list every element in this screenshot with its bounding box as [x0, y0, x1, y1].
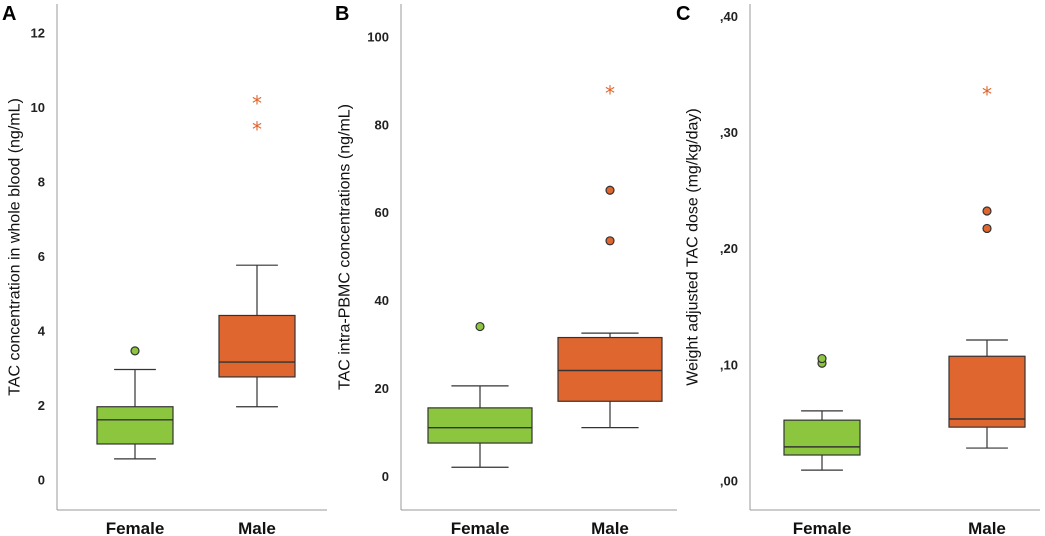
y-tick-label: 100	[367, 29, 389, 44]
panel-letter: A	[2, 3, 16, 25]
extreme-point-star: *	[982, 82, 992, 106]
x-category-label: Female	[451, 519, 510, 536]
y-tick-label: 8	[38, 174, 45, 189]
outlier-point	[605, 185, 615, 195]
y-tick-label: 6	[38, 249, 45, 264]
y-tick-label: ,00	[720, 474, 738, 489]
iqr-box	[783, 419, 861, 456]
y-tick-label: ,20	[720, 241, 738, 256]
y-axis-label: Weight adjusted TAC dose (mg/kg/day)	[685, 108, 702, 385]
y-tick-label: 10	[31, 100, 45, 115]
box-male: *	[948, 82, 1026, 449]
y-tick-label: 2	[38, 398, 45, 413]
y-tick-label: 80	[375, 117, 389, 132]
panel-letter: B	[335, 3, 349, 25]
y-tick-label: ,10	[720, 357, 738, 372]
box-female	[427, 321, 533, 468]
iqr-box	[427, 407, 533, 444]
box-female	[96, 346, 174, 460]
outlier-point	[817, 353, 827, 364]
outlier-point	[475, 321, 485, 332]
y-tick-label: 4	[38, 323, 46, 338]
y-tick-label: 0	[382, 469, 389, 484]
y-tick-label: 40	[375, 293, 389, 308]
y-tick-label: 12	[31, 25, 45, 40]
panel-c: C ,00 ,10 ,20 ,30 ,40 Weight adjusted TAC dose…	[676, 3, 1040, 536]
panel-letter: C	[676, 3, 690, 25]
outlier-point	[605, 236, 615, 246]
x-category-label: Male	[968, 519, 1006, 536]
y-tick-label: 60	[375, 205, 389, 220]
iqr-box	[557, 336, 663, 402]
extreme-point-star: *	[252, 91, 262, 115]
iqr-box	[96, 406, 174, 445]
y-tick-label: 20	[375, 381, 389, 396]
extreme-point-star: *	[252, 117, 262, 141]
outlier-point	[130, 346, 140, 356]
x-category-label: Female	[106, 519, 165, 536]
box-male: *	[557, 81, 663, 429]
outlier-point	[982, 223, 992, 234]
box-female	[783, 353, 861, 471]
box-male: **	[218, 91, 296, 408]
outlier-point	[982, 206, 992, 216]
y-axis-label: TAC concentration in whole blood (ng/mL)	[7, 98, 24, 396]
y-tick-label: ,30	[720, 125, 738, 140]
panel-b: B 0 20 40 60 80 100 TAC intra-PBMC concentratio…	[335, 3, 677, 536]
x-category-label: Male	[238, 519, 276, 536]
y-tick-label: ,40	[720, 9, 738, 24]
panel-a: A 0 2 4 6 8 10 12 TAC concentration in whole blo…	[2, 3, 327, 536]
extreme-point-star: *	[605, 81, 615, 105]
y-axis-label: TAC intra-PBMC concentrations (ng/mL)	[337, 104, 354, 390]
iqr-box	[948, 355, 1026, 428]
y-tick-label: 0	[38, 472, 45, 487]
x-category-label: Female	[793, 519, 852, 536]
x-category-label: Male	[591, 519, 629, 536]
iqr-box	[218, 314, 296, 378]
